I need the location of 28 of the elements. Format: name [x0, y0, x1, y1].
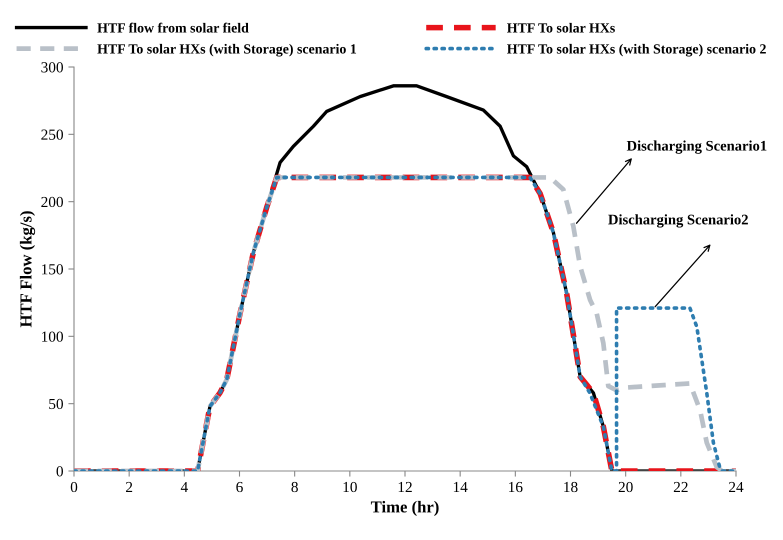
x-tick-label: 10: [344, 482, 357, 492]
y-axis-title: HTF Flow (kg/s): [20, 211, 36, 328]
legend-label: HTF To solar HXs (with Storage) scenario 2: [507, 44, 766, 57]
x-tick-label: 2: [126, 482, 132, 492]
x-tick-label: 6: [236, 482, 243, 492]
x-tick-label: 8: [291, 482, 298, 492]
x-tick-label: 18: [564, 482, 578, 492]
y-tick-label: 250: [41, 129, 63, 140]
x-tick-label: 22: [674, 482, 688, 492]
y-tick-label: 150: [42, 264, 63, 274]
x-tick-label: 4: [180, 482, 188, 492]
x-tick-label: 16: [509, 482, 523, 492]
x-tick-label: 20: [618, 482, 633, 492]
legend-label: HTF To solar HXs: [507, 22, 615, 33]
y-tick-label: 50: [49, 398, 63, 410]
legend-label: HTF To solar HXs (with Storage) scenario 1: [97, 44, 356, 57]
y-tick-label: 200: [41, 196, 63, 208]
x-tick-label: 14: [454, 482, 468, 492]
x-tick-label: 0: [70, 482, 78, 492]
x-axis-title: Time (hr): [370, 500, 439, 516]
x-tick-label: 12: [398, 482, 412, 492]
y-tick-label: 300: [41, 62, 63, 72]
legend-label: HTF flow from solar field: [97, 22, 249, 33]
annotation: Discharging Scenario1: [626, 140, 766, 154]
y-tick-label: 0: [56, 466, 63, 476]
y-tick-label: 100: [42, 331, 63, 342]
x-tick-label: 24: [729, 482, 744, 492]
annotation: Discharging Scenario2: [608, 214, 748, 228]
